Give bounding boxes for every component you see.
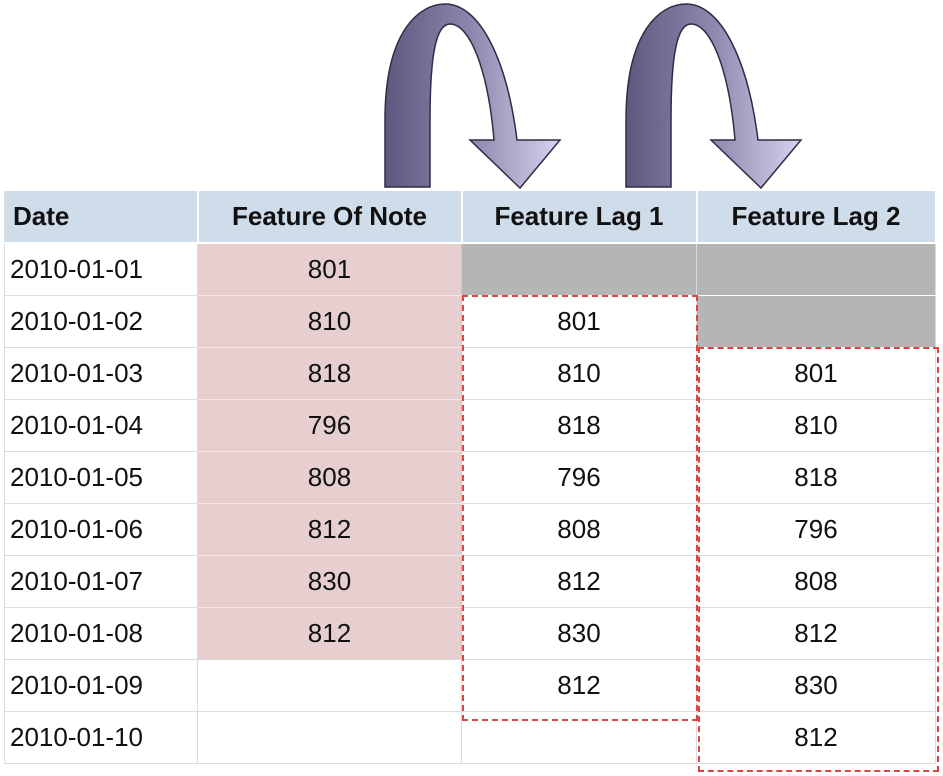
header-feature-lag-1: Feature Lag 1: [461, 191, 698, 244]
date-cell: 2010-01-08: [4, 607, 198, 660]
table-header-row: Date Feature Of Note Feature Lag 1 Featu…: [4, 191, 937, 244]
lag1-cell: 818: [461, 399, 697, 452]
table-row: 2010-01-09 812 830: [4, 659, 936, 712]
shift-arrow-2-icon: [625, 3, 803, 190]
lag-feature-table: Date Feature Of Note Feature Lag 1 Featu…: [4, 191, 937, 764]
feature-cell: 830: [197, 555, 462, 608]
date-cell: 2010-01-06: [4, 503, 198, 556]
table-row: 2010-01-05 808 796 818: [4, 451, 936, 504]
header-date: Date: [4, 191, 199, 244]
table-row: 2010-01-04 796 818 810: [4, 399, 936, 452]
lag1-cell: 830: [461, 607, 697, 660]
lag2-cell: 830: [696, 659, 936, 712]
feature-cell: 801: [197, 243, 462, 296]
lag1-cell: 801: [461, 295, 697, 348]
date-cell: 2010-01-07: [4, 555, 198, 608]
header-feature-of-note: Feature Of Note: [197, 191, 463, 244]
table-row: 2010-01-01 801: [4, 243, 936, 296]
feature-cell: 810: [197, 295, 462, 348]
table-row: 2010-01-03 818 810 801: [4, 347, 936, 400]
lag1-cell: 796: [461, 451, 697, 504]
lag2-cell: 818: [696, 451, 936, 504]
feature-cell: 796: [197, 399, 462, 452]
date-cell: 2010-01-09: [4, 659, 198, 712]
lag1-cell: 812: [461, 659, 697, 712]
lag2-missing-cell: [696, 243, 936, 296]
shift-arrows-diagram: [384, 3, 803, 190]
date-cell: 2010-01-01: [4, 243, 198, 296]
date-cell: 2010-01-03: [4, 347, 198, 400]
feature-cell: [197, 659, 462, 712]
feature-cell: [197, 711, 462, 764]
lag1-cell: 812: [461, 555, 697, 608]
table-row: 2010-01-06 812 808 796: [4, 503, 936, 556]
lag1-missing-cell: [461, 243, 697, 296]
lag2-cell: 808: [696, 555, 936, 608]
feature-cell: 812: [197, 503, 462, 556]
lag1-cell: 810: [461, 347, 697, 400]
table-row: 2010-01-02 810 801: [4, 295, 936, 348]
header-feature-lag-2: Feature Lag 2: [696, 191, 937, 244]
lag2-cell: 801: [696, 347, 936, 400]
lag2-cell: 810: [696, 399, 936, 452]
lag1-cell: [461, 711, 697, 764]
feature-cell: 808: [197, 451, 462, 504]
table-row: 2010-01-08 812 830 812: [4, 607, 936, 660]
lag2-missing-cell: [696, 295, 936, 348]
lag2-cell: 796: [696, 503, 936, 556]
date-cell: 2010-01-10: [4, 711, 198, 764]
date-cell: 2010-01-05: [4, 451, 198, 504]
lag2-cell: 812: [696, 607, 936, 660]
table-row: 2010-01-10 812: [4, 711, 936, 764]
date-cell: 2010-01-04: [4, 399, 198, 452]
feature-cell: 812: [197, 607, 462, 660]
shift-arrow-1-icon: [384, 3, 562, 190]
date-cell: 2010-01-02: [4, 295, 198, 348]
lag2-cell: 812: [696, 711, 936, 764]
feature-cell: 818: [197, 347, 462, 400]
table-row: 2010-01-07 830 812 808: [4, 555, 936, 608]
lag1-cell: 808: [461, 503, 697, 556]
